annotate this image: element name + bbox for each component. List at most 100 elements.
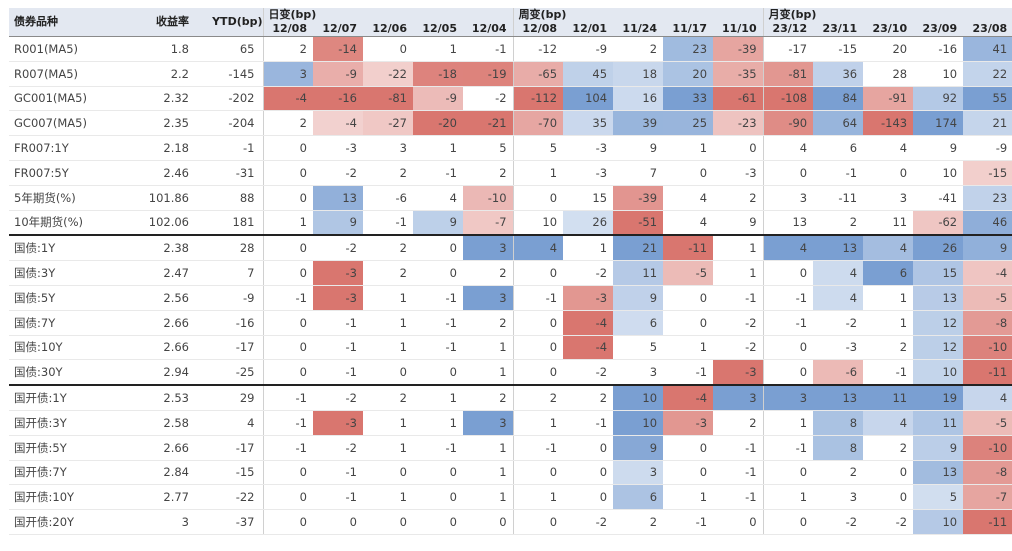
cell-weekly-change: -3 (713, 160, 764, 186)
cell-daily-change: 0 (262, 160, 313, 186)
cell-monthly-change: -15 (963, 160, 1012, 186)
cell-monthly-change: -7 (963, 484, 1012, 511)
date-header-weekly-4: 11/10 (713, 22, 764, 37)
date-header-weekly-0: 12/08 (512, 22, 564, 37)
cell-monthly-change: 10 (913, 160, 964, 186)
cell-daily-change: 1 (463, 335, 514, 361)
cell-daily-change: 1 (363, 310, 413, 336)
cell-daily-change: 0 (262, 359, 313, 386)
cell-monthly-change: -15 (813, 36, 864, 62)
cell-weekly-change: -3 (563, 160, 614, 186)
col-header-yield: 收益率 (136, 8, 195, 37)
cell-weekly-change: -1 (512, 285, 564, 311)
cell-weekly-change: 7 (613, 160, 664, 186)
cell-weekly-change: 0 (663, 460, 714, 486)
cell-daily-change: 0 (262, 135, 313, 161)
cell-name: FR007:1Y (9, 135, 136, 161)
cell-daily-change: 0 (463, 509, 514, 535)
cell-ytd: -145 (195, 61, 263, 87)
cell-monthly-change: 13 (913, 460, 964, 486)
cell-ytd: -202 (195, 86, 263, 112)
cell-ytd: 28 (195, 234, 263, 262)
cell-monthly-change: 10 (913, 61, 964, 87)
cell-yield: 2.46 (136, 160, 195, 186)
cell-name: 国债:10Y (9, 335, 136, 361)
cell-weekly-change: 5 (512, 135, 564, 161)
cell-monthly-change: 10 (913, 359, 964, 386)
cell-daily-change: 0 (363, 359, 413, 386)
cell-daily-change: -3 (313, 260, 363, 286)
cell-ytd: -9 (195, 285, 263, 311)
cell-monthly-change: 19 (913, 384, 964, 411)
cell-weekly-change: 10 (613, 384, 664, 411)
cell-monthly-change: 0 (762, 509, 814, 535)
cell-yield: 2.66 (136, 335, 195, 361)
cell-name: R001(MA5) (9, 36, 136, 62)
cell-monthly-change: 0 (863, 484, 914, 511)
cell-daily-change: 2 (463, 310, 514, 336)
table-row: 国开债:3Y 2.58 4 -1 -3 1 1 3 1 -1 10 -3 2 1 8 4 11 -5 (9, 410, 1012, 436)
cell-ytd: -17 (195, 335, 263, 361)
cell-daily-change: 1 (413, 384, 463, 411)
cell-yield: 2.38 (136, 234, 195, 262)
cell-monthly-change: 10 (913, 509, 964, 535)
date-header-daily-3: 12/05 (413, 22, 463, 37)
cell-daily-change: 0 (413, 484, 463, 511)
cell-daily-change: 0 (262, 335, 313, 361)
cell-monthly-change: 20 (863, 36, 914, 62)
cell-daily-change: -1 (413, 335, 463, 361)
cell-weekly-change: 4 (512, 234, 564, 262)
cell-weekly-change: -1 (713, 484, 764, 511)
cell-monthly-change: 13 (913, 285, 964, 311)
cell-daily-change: 2 (463, 384, 514, 411)
cell-daily-change: 1 (262, 210, 313, 236)
cell-weekly-change: -51 (613, 210, 664, 236)
cell-monthly-change: 2 (863, 435, 914, 461)
date-header-weekly-3: 11/17 (663, 22, 714, 37)
cell-monthly-change: 22 (963, 61, 1012, 87)
cell-weekly-change: -39 (613, 185, 664, 211)
cell-name: GC001(MA5) (9, 86, 136, 112)
cell-daily-change: -3 (313, 285, 363, 311)
cell-weekly-change: 4 (663, 185, 714, 211)
cell-monthly-change: -4 (963, 260, 1012, 286)
cell-monthly-change: -41 (913, 185, 964, 211)
header-date-row: 12/08 12/07 12/06 12/05 12/04 12/08 12/01 11/24… (9, 22, 1012, 37)
cell-weekly-change: 1 (512, 160, 564, 186)
cell-daily-change: -27 (363, 110, 413, 137)
cell-daily-change: -1 (262, 410, 313, 436)
cell-yield: 2.56 (136, 285, 195, 311)
cell-weekly-change: 2 (613, 509, 664, 535)
cell-monthly-change: -10 (963, 335, 1012, 361)
cell-daily-change: 2 (363, 260, 413, 286)
cell-name: 国开债:3Y (9, 410, 136, 436)
cell-monthly-change: 1 (762, 410, 814, 436)
cell-weekly-change: -2 (713, 335, 764, 361)
cell-daily-change: -81 (363, 86, 413, 112)
date-header-daily-2: 12/06 (363, 22, 413, 37)
cell-daily-change: 0 (262, 260, 313, 286)
cell-weekly-change: 0 (512, 260, 564, 286)
cell-yield: 2.66 (136, 310, 195, 336)
cell-name: 国债:7Y (9, 310, 136, 336)
cell-monthly-change: -91 (863, 86, 914, 112)
cell-ytd: -1 (195, 135, 263, 161)
group-header-daily: 日变(bp) (262, 8, 514, 22)
cell-ytd: -16 (195, 310, 263, 336)
cell-weekly-change: -70 (512, 110, 564, 137)
cell-daily-change: -3 (313, 135, 363, 161)
cell-daily-change: 9 (413, 210, 463, 236)
cell-ytd: 29 (195, 384, 263, 411)
date-header-monthly-3: 23/09 (913, 22, 964, 37)
cell-weekly-change: 1 (512, 410, 564, 436)
cell-weekly-change: 0 (663, 310, 714, 336)
cell-weekly-change: -3 (663, 410, 714, 436)
cell-yield: 2.58 (136, 410, 195, 436)
cell-monthly-change: 46 (963, 210, 1012, 236)
cell-daily-change: -1 (262, 435, 313, 461)
cell-ytd: 4 (195, 410, 263, 436)
cell-weekly-change: 0 (512, 509, 564, 535)
table-row: 5年期货(%) 101.86 88 0 13 -6 4 -10 0 15 -39 4 2 3 -11 3 -41… (9, 185, 1012, 211)
cell-weekly-change: -61 (713, 86, 764, 112)
cell-monthly-change: 2 (813, 210, 864, 236)
